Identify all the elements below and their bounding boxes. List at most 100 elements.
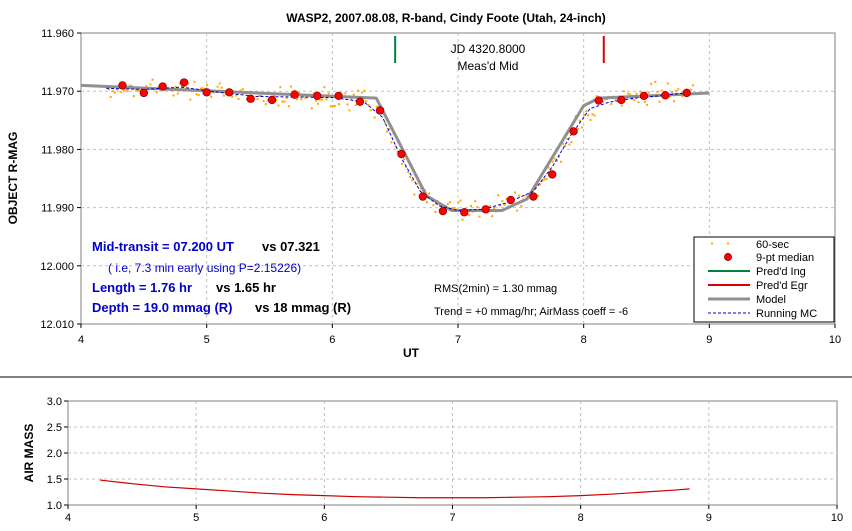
raw-point [409, 176, 412, 178]
raw-point [124, 88, 127, 91]
airmass-line [99, 479, 690, 499]
airmass-x-tick-label: 5 [193, 512, 199, 524]
median-point [267, 95, 277, 105]
raw-point [172, 94, 175, 97]
raw-point [321, 98, 324, 101]
median-point [397, 149, 406, 159]
raw-point [176, 92, 179, 95]
airmass-x-tick-label: 7 [449, 512, 455, 524]
raw-point [514, 191, 516, 194]
raw-point [654, 80, 657, 83]
airmass-grid [64, 400, 838, 509]
raw-point [585, 110, 588, 113]
raw-point [356, 89, 359, 92]
raw-point [325, 98, 328, 101]
median-point [313, 91, 322, 101]
raw-point [373, 116, 376, 119]
raw-point [151, 78, 154, 81]
depth-vs-text: vs 18 mmag (R) [255, 300, 351, 315]
raw-point [675, 90, 678, 93]
raw-point [319, 98, 322, 101]
raw-point [660, 89, 663, 92]
raw-point [109, 96, 112, 98]
raw-point [348, 109, 351, 112]
raw-point [189, 98, 192, 101]
raw-point [564, 145, 567, 147]
x-tick-label: 7 [455, 334, 461, 346]
raw-point [446, 203, 449, 205]
raw-point [304, 97, 307, 99]
raw-point [411, 179, 414, 182]
raw-point [505, 198, 508, 200]
raw-point [363, 89, 366, 92]
raw-point [449, 201, 451, 204]
raw-point [658, 100, 661, 103]
raw-point [346, 103, 349, 106]
raw-point [407, 171, 410, 173]
legend-label-ingress: Pred'd Ing [756, 266, 806, 278]
raw-point [593, 114, 596, 117]
raw-point [178, 82, 181, 85]
x-tick-label: 9 [706, 334, 712, 346]
raw-point [677, 88, 680, 91]
raw-point [451, 207, 454, 210]
raw-point [132, 95, 135, 98]
raw-point [555, 159, 558, 162]
raw-point [312, 92, 315, 95]
raw-point [365, 100, 368, 103]
airmass-series [99, 479, 690, 499]
airmass-x-tick-label: 8 [578, 512, 584, 524]
raw-point [333, 105, 336, 107]
model-series [80, 83, 710, 213]
early-note-text: ( i.e, 7.3 min early using P=2.15226) [108, 261, 301, 275]
raw-point [581, 126, 583, 129]
airmass-x-tick-label: 6 [321, 512, 327, 524]
airmass-y-tick-label: 1.5 [47, 474, 62, 486]
y-tick-label: 12.010 [40, 319, 74, 331]
raw-point [400, 162, 403, 165]
raw-point [195, 93, 198, 96]
raw-point [273, 95, 276, 97]
raw-point [239, 89, 242, 92]
median-point [529, 192, 538, 201]
raw-point [614, 99, 617, 102]
y-tick-label: 11.990 [41, 203, 74, 215]
length-text: Length = 1.76 hr [92, 280, 192, 295]
raw-point [428, 192, 431, 195]
raw-point [405, 166, 408, 169]
raw-point [218, 82, 221, 85]
raw-point [300, 98, 303, 101]
airmass-y-axis-label: AIR MASS [22, 424, 36, 483]
raw-point [681, 95, 684, 98]
lightcurve-chart: WASP2, 2007.08.08, R-band, Cindy Foote (… [6, 11, 841, 360]
legend-box [693, 236, 835, 323]
raw-point [264, 103, 267, 106]
raw-point [222, 94, 225, 97]
raw-point [474, 200, 477, 203]
median-point [481, 205, 490, 214]
raw-point [256, 97, 259, 100]
legend-label-raw: 60-sec [756, 239, 790, 251]
raw-point [467, 214, 470, 217]
median-point [594, 96, 603, 105]
legend: 60-sec 9-pt median Pred'd Ing Pred'd Egr… [693, 236, 835, 323]
raw-point [155, 91, 158, 94]
raw-point [543, 178, 546, 181]
raw-point [187, 82, 190, 85]
raw-point [488, 205, 491, 208]
x-tick-label: 5 [204, 334, 210, 346]
raw-point [390, 141, 393, 144]
raw-point [174, 85, 177, 88]
raw-point [459, 199, 462, 202]
raw-point [116, 88, 118, 91]
raw-point [287, 105, 290, 108]
median-point [506, 195, 515, 205]
raw-point [128, 84, 131, 87]
x-tick-label: 4 [78, 334, 84, 346]
raw-point [620, 104, 623, 107]
raw-point [338, 103, 340, 106]
raw-point [470, 204, 472, 207]
x-axis-label: UT [403, 346, 420, 360]
raw-point [113, 91, 116, 94]
